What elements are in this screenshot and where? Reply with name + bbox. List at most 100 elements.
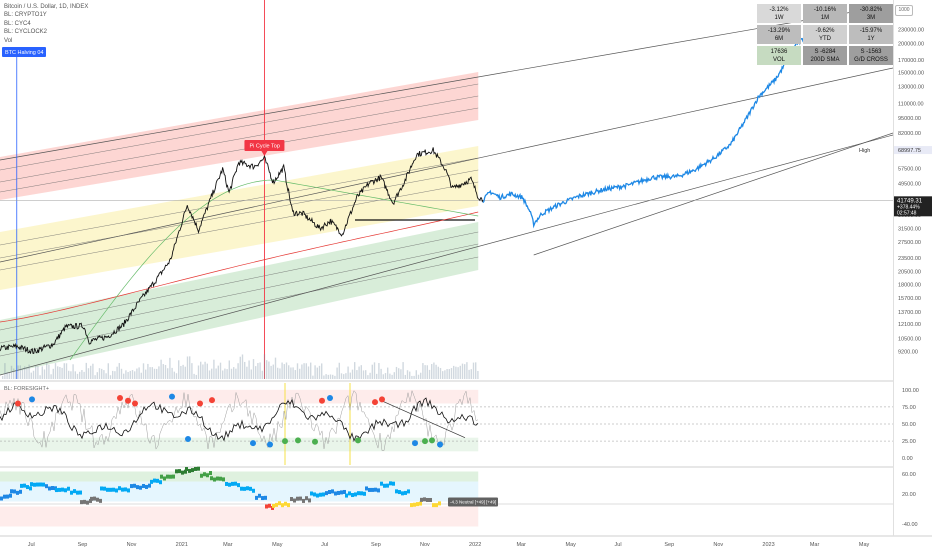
volume-bar — [145, 369, 147, 379]
volume-bar — [149, 367, 151, 379]
volume-bar — [43, 369, 46, 379]
volume-bar — [35, 366, 37, 379]
volume-bar — [54, 363, 57, 379]
volume-bar — [19, 365, 21, 379]
volume-bar — [338, 362, 340, 379]
volume-bar — [321, 363, 323, 379]
channel-line — [0, 134, 894, 376]
volume-bar — [281, 362, 283, 379]
channel-line — [533, 132, 894, 256]
trend-block — [20, 483, 23, 488]
trend-bear-zone — [0, 506, 479, 527]
volume-bar — [288, 365, 290, 379]
trend-block — [404, 490, 407, 495]
volume-bar — [380, 368, 382, 379]
volume-bar — [30, 372, 32, 379]
osc-signal-dot — [117, 395, 123, 402]
volume-bar — [347, 366, 349, 379]
price-tick-label: 13700.00 — [898, 310, 921, 316]
volume-bar — [200, 361, 202, 379]
osc-signal-dot — [267, 441, 273, 448]
halving-label-text: BTC Halving 04 — [5, 50, 44, 56]
volume-bar — [345, 373, 347, 379]
volume-bar — [120, 368, 123, 379]
volume-bar — [109, 375, 112, 379]
trend-block — [73, 489, 76, 494]
trend-block — [219, 476, 222, 481]
trend-block — [16, 490, 19, 495]
volume-bar — [435, 364, 437, 379]
trend-tick-label: 20.00 — [902, 492, 916, 498]
volume-bar — [173, 371, 175, 379]
volume-bar — [52, 368, 54, 379]
volume-bar — [259, 362, 261, 379]
volume-bar — [382, 374, 384, 379]
trend-block — [395, 489, 398, 494]
trend-block — [331, 489, 334, 494]
red-band — [0, 72, 479, 200]
volume-bar — [409, 371, 411, 379]
volume-bar — [459, 365, 461, 379]
volume-bar — [439, 367, 442, 379]
volume-bar — [433, 362, 435, 379]
trend-block — [96, 497, 99, 502]
trend-block — [106, 487, 109, 492]
volume-bar — [303, 363, 305, 379]
volume-bar — [318, 365, 321, 379]
trend-block — [252, 488, 255, 493]
stat-label: YTD — [819, 35, 831, 42]
volume-bar — [118, 363, 120, 379]
volume-bar — [230, 368, 233, 379]
trend-block — [398, 490, 401, 495]
x-tick-label: Nov — [420, 542, 430, 548]
volume-bar — [244, 361, 246, 379]
volume-bar — [455, 366, 457, 379]
volume-bar — [417, 374, 420, 379]
stat-label: VOL — [772, 56, 785, 63]
trend-block — [166, 474, 169, 479]
trend-block — [410, 503, 413, 508]
volume-bar — [395, 366, 398, 379]
trend-block — [319, 492, 322, 497]
osc-signal-dot — [132, 400, 138, 407]
volume-bar — [158, 366, 160, 379]
volume-bar — [98, 368, 101, 379]
trend-block — [313, 492, 316, 497]
trend-block — [271, 505, 274, 510]
volume-bar — [217, 365, 219, 379]
volume-bar — [79, 371, 81, 379]
volume-bar — [37, 366, 39, 379]
trend-block — [213, 477, 216, 482]
trend-block — [36, 482, 39, 487]
volume-bar — [171, 367, 173, 379]
volume-bar — [404, 374, 406, 379]
volume-bar — [400, 369, 402, 379]
volume-bar — [151, 367, 153, 379]
trend-block — [243, 486, 246, 491]
osc-signal-dot — [327, 395, 333, 402]
volume-bar — [453, 365, 455, 379]
trend-block — [136, 485, 139, 490]
trend-block — [133, 483, 136, 488]
osc-main-line — [0, 397, 479, 443]
volume-bar — [450, 368, 453, 379]
volume-bar — [340, 373, 343, 379]
trend-block — [30, 482, 33, 487]
volume-bar — [255, 366, 257, 379]
scale-badge[interactable]: 1000 — [895, 5, 913, 16]
trend-block — [150, 479, 153, 484]
volume-bar — [466, 362, 468, 379]
trend-block — [296, 496, 299, 501]
band-line — [0, 83, 479, 171]
volume-bar — [228, 360, 230, 379]
volume-bar — [206, 363, 208, 379]
trend-block — [83, 499, 86, 504]
volume-bar — [351, 369, 354, 379]
osc-signal-dot — [379, 396, 385, 403]
volume-bar — [376, 373, 378, 379]
trend-block — [299, 496, 302, 501]
price-tick-label: 27500.00 — [898, 240, 921, 246]
trend-block — [328, 490, 331, 495]
